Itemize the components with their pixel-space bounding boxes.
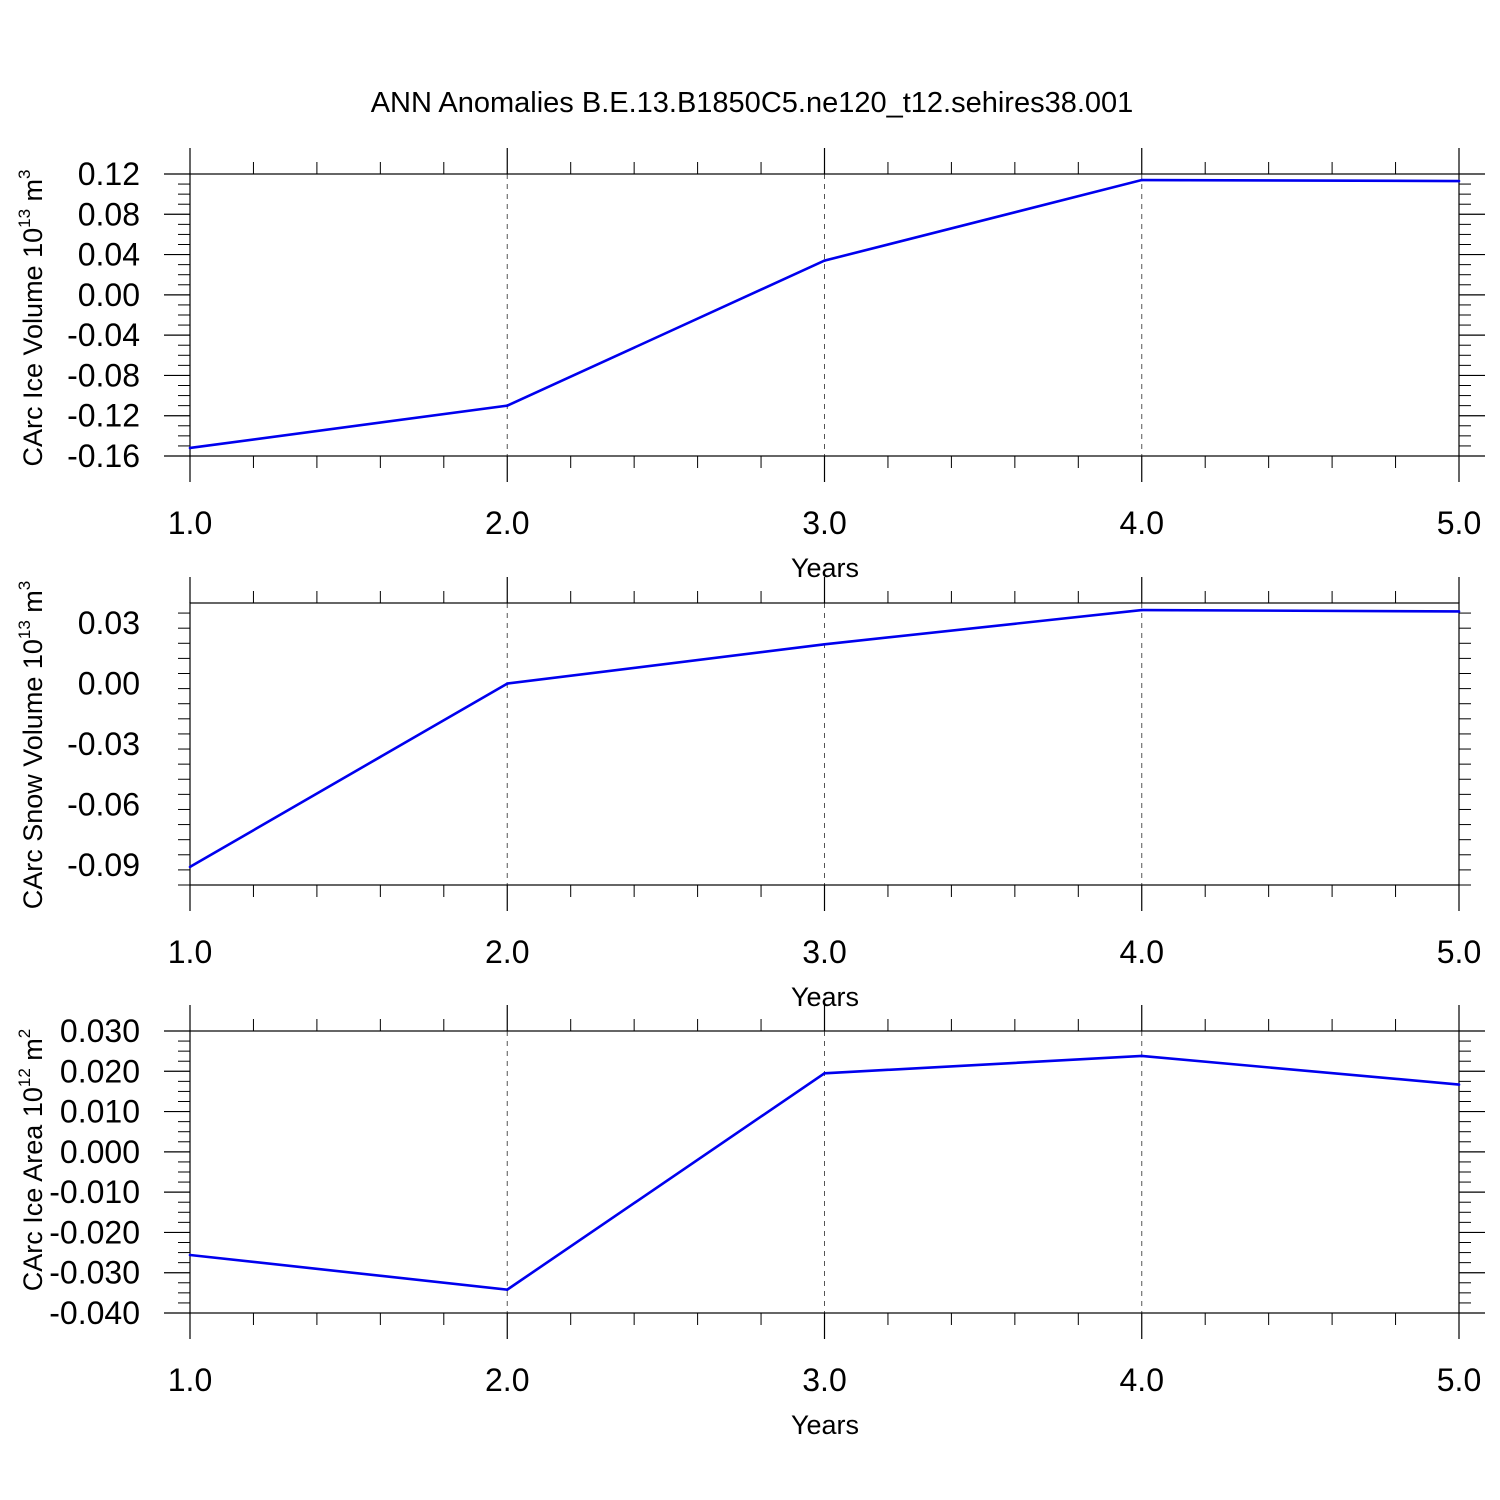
- y-tick-label: 0.000: [60, 1134, 140, 1170]
- data-point: [1457, 610, 1461, 613]
- y-axis-label-exponent: 13: [15, 209, 34, 228]
- chart-panel-1: 0.12 0.08 0.04 0.00 -0.04 -0.08 -0.12 -0.16 1.0 2…: [15, 148, 1485, 583]
- y-tick-label: -0.06: [67, 786, 140, 822]
- y-tick-label: -0.08: [67, 357, 140, 393]
- x-tick-label: 1.0: [168, 505, 212, 541]
- chart-panel-3: 0.030 0.020 0.010 0.000 -0.010 -0.020 -0.030 -0…: [15, 1005, 1485, 1440]
- y-axis-label-unit-exponent: 2: [15, 1029, 34, 1038]
- y-axis-label-text: CArc Ice Volume 10: [18, 228, 48, 467]
- y-axis-label-exponent: 12: [15, 1068, 34, 1087]
- data-point: [1140, 178, 1144, 182]
- x-tick-label: 1.0: [168, 1362, 212, 1398]
- x-tick-label: 3.0: [802, 505, 846, 541]
- y-axis-label: CArc Ice Area 1012 m2: [15, 1029, 48, 1292]
- data-point: [1140, 1054, 1144, 1058]
- x-tick-label: 2.0: [485, 1362, 529, 1398]
- x-tick-label: 2.0: [485, 934, 529, 970]
- y-tick-label: 0.04: [78, 237, 140, 273]
- x-tick-label: 4.0: [1120, 505, 1164, 541]
- x-tick-label: 4.0: [1120, 1362, 1164, 1398]
- data-point: [823, 642, 826, 646]
- y-tick-label: 0.12: [78, 156, 140, 192]
- data-point: [505, 682, 509, 685]
- y-axis-label-text: CArc Ice Area 10: [18, 1087, 48, 1291]
- x-tick-label: 1.0: [168, 934, 212, 970]
- y-tick-label: -0.09: [67, 847, 140, 883]
- x-axis-label: Years: [791, 1410, 859, 1440]
- y-tick-label: -0.020: [49, 1214, 140, 1250]
- y-tick-label: -0.03: [67, 726, 140, 762]
- x-tick-label: 3.0: [802, 1362, 846, 1398]
- data-point: [823, 259, 826, 262]
- y-axis-label-unit: m: [18, 179, 48, 209]
- series-line: [189, 608, 1460, 868]
- y-tick-label: 0.08: [78, 196, 140, 232]
- y-tick-label: 0.020: [60, 1053, 140, 1089]
- x-tick-label: 4.0: [1120, 934, 1164, 970]
- data-point: [1457, 1083, 1461, 1086]
- y-axis-label-unit-exponent: 3: [15, 169, 34, 178]
- y-axis-label: CArc Ice Volume 1013 m3: [15, 169, 48, 466]
- y-tick-label: 0.030: [60, 1013, 140, 1049]
- y-axis-label-text: CArc Snow Volume 10: [18, 639, 48, 909]
- x-tick-label: 5.0: [1437, 505, 1481, 541]
- y-axis-label-unit: m: [18, 590, 48, 620]
- chart-panel-2: 0.030.00-0.03-0.06-0.091.0 2.0 3.0 4.0 5.0Ye…: [15, 577, 1481, 1012]
- y-axis-label-exponent: 13: [15, 620, 34, 639]
- y-tick-label: 0.00: [78, 666, 140, 702]
- x-tick-label: 2.0: [485, 505, 529, 541]
- data-point: [823, 1072, 826, 1075]
- y-tick-label: -0.04: [67, 317, 140, 353]
- y-tick-label: 0.00: [78, 277, 140, 313]
- y-tick-label: -0.030: [49, 1255, 140, 1291]
- y-tick-label: 0.010: [60, 1094, 140, 1130]
- y-axis-label-unit: m: [18, 1038, 48, 1068]
- data-point: [188, 1253, 192, 1257]
- y-tick-label: -0.010: [49, 1174, 140, 1210]
- x-tick-label: 5.0: [1437, 1362, 1481, 1398]
- y-tick-label: 0.03: [78, 605, 140, 641]
- data-point: [1457, 179, 1461, 183]
- data-point: [505, 404, 509, 407]
- figure-title: ANN Anomalies B.E.13.B1850C5.ne120_t12.s…: [371, 87, 1134, 119]
- data-point: [188, 446, 192, 450]
- y-axis-label: CArc Snow Volume 1013 m3: [15, 581, 48, 910]
- x-tick-label: 3.0: [802, 934, 846, 970]
- x-tick-label: 5.0: [1437, 934, 1481, 970]
- y-tick-label: -0.12: [67, 398, 140, 434]
- y-tick-label: -0.16: [67, 438, 140, 474]
- y-tick-label: -0.040: [49, 1295, 140, 1331]
- data-point: [505, 1288, 509, 1291]
- data-point: [1140, 608, 1144, 612]
- y-axis-label-unit-exponent: 3: [15, 581, 34, 590]
- data-point: [188, 865, 192, 869]
